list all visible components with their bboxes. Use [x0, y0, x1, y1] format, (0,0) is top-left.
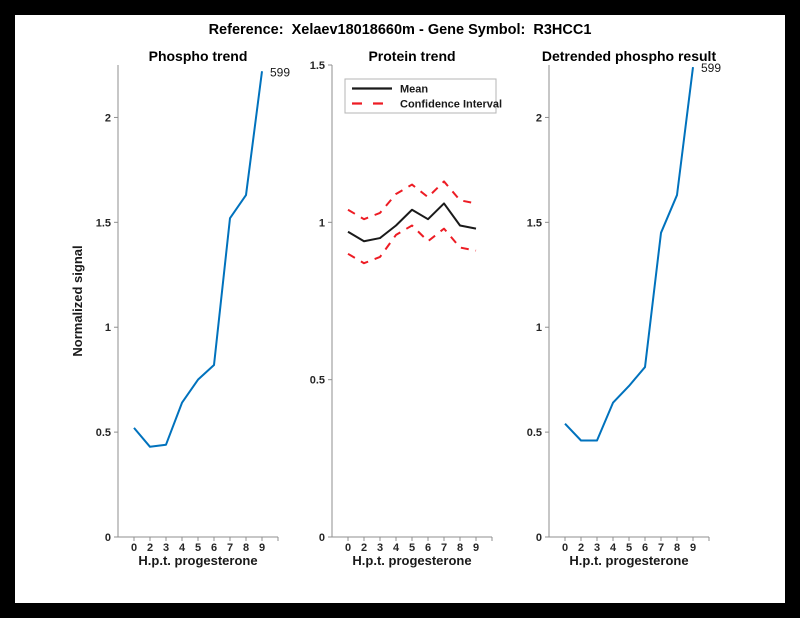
x-tick-label: 5: [195, 542, 201, 554]
x-tick-label: 7: [658, 542, 664, 554]
x-axis-label: H.p.t. progesterone: [138, 553, 257, 568]
x-tick-label: 8: [243, 542, 249, 554]
y-tick-label: 0: [105, 532, 111, 544]
x-tick-label: 5: [626, 542, 632, 554]
subplot-title: Protein trend: [368, 48, 455, 64]
y-axis-label: Normalized signal: [70, 245, 85, 356]
x-tick-label: 8: [674, 542, 680, 554]
count-annotation: 599: [270, 65, 290, 79]
y-tick-label: 1: [105, 322, 111, 334]
x-tick-label: 0: [131, 542, 137, 554]
x-tick-label: 7: [227, 542, 233, 554]
x-tick-label: 0: [345, 542, 351, 554]
series-confidence-interval-upper: [347, 180, 477, 221]
series-mean: [347, 202, 477, 243]
x-tick-label: 6: [642, 542, 648, 554]
y-tick-label: 1: [536, 322, 542, 334]
y-tick-label: 0: [536, 532, 542, 544]
x-tick-label: 3: [163, 542, 169, 554]
y-tick-label: 0.5: [96, 427, 111, 439]
y-tick-label: 1: [319, 217, 325, 229]
figure-title: Reference: Xelaev18018660m - Gene Symbol…: [208, 22, 592, 38]
legend: Mean Confidence Interval: [344, 78, 502, 114]
x-tick-label: 9: [473, 542, 479, 554]
series-confidence-interval-lower: [347, 224, 477, 265]
legend-label-mean: Mean: [400, 84, 428, 96]
x-tick-label: 5: [409, 542, 415, 554]
x-tick-label: 4: [610, 542, 617, 554]
x-tick-label: 0: [562, 542, 568, 554]
x-tick-label: 8: [457, 542, 463, 554]
y-tick-label: 0: [319, 532, 325, 544]
y-tick-label: 1.5: [96, 217, 111, 229]
legend-label-confidence-interval: Confidence Interval: [400, 99, 502, 111]
y-tick-label: 2: [105, 112, 111, 124]
x-tick-label: 2: [147, 542, 153, 554]
x-tick-label: 9: [259, 542, 265, 554]
y-tick-label: 1.5: [527, 217, 542, 229]
series-detrended-phospho: [564, 66, 694, 442]
x-tick-label: 3: [377, 542, 383, 554]
figure-canvas: Reference: Xelaev18018660m - Gene Symbol…: [15, 15, 785, 603]
x-tick-label: 6: [425, 542, 431, 554]
x-tick-label: 2: [361, 542, 367, 554]
y-tick-label: 0.5: [310, 375, 325, 387]
x-tick-label: 7: [441, 542, 447, 554]
count-annotation: 599: [701, 61, 721, 75]
x-axis-label: H.p.t. progesterone: [569, 553, 688, 568]
x-tick-label: 4: [179, 542, 186, 554]
x-tick-label: 2: [578, 542, 584, 554]
x-axis-label: H.p.t. progesterone: [352, 553, 471, 568]
series-phospho-trend: [133, 71, 263, 448]
y-tick-label: 0.5: [527, 427, 542, 439]
subplot-title: Detrended phospho result: [542, 48, 717, 64]
x-tick-label: 4: [393, 542, 400, 554]
y-tick-label: 1.5: [310, 60, 325, 72]
legend-box: [344, 78, 497, 114]
y-tick-label: 2: [536, 112, 542, 124]
x-tick-label: 9: [690, 542, 696, 554]
subplot-title: Phospho trend: [149, 48, 248, 64]
x-tick-label: 6: [211, 542, 217, 554]
x-tick-label: 3: [594, 542, 600, 554]
